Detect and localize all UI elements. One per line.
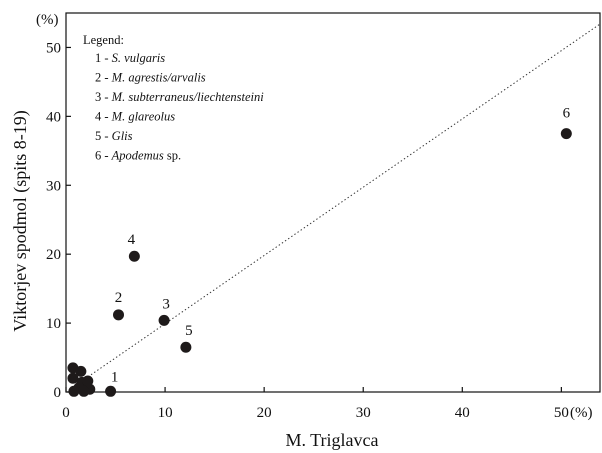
legend-entry-number: 2 -	[95, 71, 112, 85]
legend-entry-name: M. agrestis/arvalis	[111, 71, 206, 85]
data-point-1	[105, 385, 117, 397]
point-label-4: 4	[128, 232, 136, 248]
x-tick-label: 50	[554, 405, 569, 421]
data-point	[68, 385, 80, 397]
plot-frame	[65, 12, 601, 393]
x-tick-label: 20	[257, 405, 272, 421]
legend-entry-name: Apodemus	[111, 149, 164, 163]
x-tick-label: 40	[455, 405, 470, 421]
legend-entry: 2 - M. agrestis/arvalis	[95, 71, 206, 85]
axes: 0 10 20 30 40 50 0 10 20 30 40 50	[46, 12, 601, 421]
y-unit-label: (%)	[36, 12, 59, 28]
point-label-3: 3	[162, 296, 170, 312]
data-point	[82, 375, 94, 387]
y-tick-label: 40	[46, 109, 61, 125]
point-label-6: 6	[563, 106, 571, 122]
data-point	[67, 372, 79, 384]
legend-entry-number: 5 -	[95, 129, 112, 143]
y-tick-label: 20	[46, 247, 61, 263]
data-point-5	[180, 341, 192, 353]
data-point-4	[128, 250, 140, 262]
legend-entry-number: 3 -	[95, 90, 112, 104]
y-axis-title: Viktorjev spodmol (spits 8-19)	[10, 110, 31, 331]
x-tick-label: 10	[158, 405, 173, 421]
legend-entry-name: M. subterraneus/liechtensteini	[111, 90, 265, 104]
point-labels-layer: 1 2 3 4 5 6	[111, 106, 571, 386]
legend-entry-name: S. vulgaris	[112, 51, 166, 65]
legend-entry-name: Glis	[112, 129, 133, 143]
data-point	[78, 385, 90, 397]
legend-entry-number: 6 -	[95, 149, 112, 163]
y-tick-label: 0	[54, 385, 62, 401]
legend-entry-suffix: sp.	[164, 149, 181, 163]
point-label-2: 2	[115, 290, 123, 306]
legend-entry: 5 - Glis	[95, 129, 133, 143]
y-tick-label: 50	[46, 40, 61, 56]
data-point-2	[113, 309, 125, 321]
x-unit-label: (%)	[570, 405, 593, 421]
data-point-6	[560, 128, 572, 140]
data-point	[75, 365, 87, 377]
y-tick-label: 10	[46, 316, 61, 332]
points-layer	[67, 128, 572, 397]
legend-entry: 1 - S. vulgaris	[95, 51, 165, 65]
x-tick-label: 0	[62, 405, 70, 421]
legend-heading: Legend:	[83, 33, 124, 47]
legend-entry-number: 4 -	[95, 110, 112, 124]
x-tick-label: 30	[356, 405, 371, 421]
x-axis-title: M. Triglavca	[285, 430, 378, 450]
legend-entry: 4 - M. glareolus	[95, 110, 175, 124]
legend-entry-name: M. glareolus	[111, 110, 176, 124]
y-tick-label: 30	[46, 178, 61, 194]
point-label-1: 1	[111, 369, 119, 385]
legend-entry-number: 1 -	[95, 51, 112, 65]
legend-entry: 6 - Apodemus sp.	[95, 149, 181, 163]
data-point-3	[158, 314, 170, 326]
point-label-5: 5	[185, 323, 193, 339]
legend-entry: 3 - M. subterraneus/liechtensteini	[95, 90, 264, 104]
